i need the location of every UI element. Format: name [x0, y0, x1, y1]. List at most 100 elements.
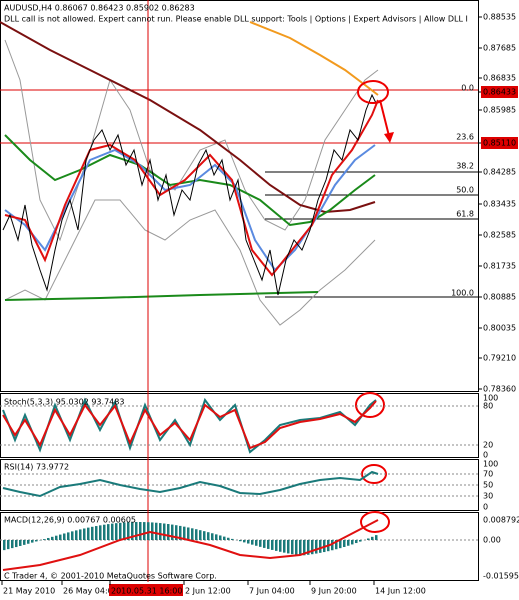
- histogram-bar: [3, 540, 6, 551]
- moving-average: [249, 21, 379, 96]
- histogram-bar: [251, 540, 254, 545]
- histogram-bar: [303, 540, 306, 556]
- moving-average: [0, 21, 376, 214]
- histogram-bar: [151, 522, 154, 540]
- histogram-bar: [55, 535, 58, 540]
- price-label: 0.83435: [483, 200, 516, 209]
- histogram-bar: [59, 534, 62, 540]
- histogram-bar: [143, 522, 146, 540]
- histogram-bar: [255, 540, 258, 546]
- price-label: 0.85110: [483, 139, 516, 148]
- histogram-bar: [195, 529, 198, 540]
- price-label: 0.80885: [483, 293, 516, 302]
- copyright: C Trader 4, © 2001-2010 MetaQuotes Softw…: [4, 572, 217, 581]
- histogram-bar: [287, 540, 290, 554]
- time-label: 9 Jun 20:00: [311, 587, 357, 596]
- histogram-bar: [279, 540, 282, 552]
- stoch-signal: [2, 400, 377, 450]
- main-panel: [0, 0, 479, 392]
- axis-label: 0: [483, 451, 488, 460]
- dll-warning: DLL call is not allowed. Expert cannot r…: [4, 15, 468, 24]
- histogram-bar: [367, 538, 370, 540]
- price-label: 0.85985: [483, 106, 516, 115]
- histogram-bar: [107, 524, 110, 540]
- trend-line: [4, 291, 319, 301]
- histogram-bar: [35, 540, 38, 542]
- price-label: 0.79210: [483, 354, 516, 363]
- histogram-bar: [155, 522, 158, 540]
- histogram-bar: [131, 522, 134, 540]
- price-label: 0.80035: [483, 324, 516, 333]
- histogram-bar: [23, 540, 26, 545]
- axis-label: 0.00: [483, 536, 501, 545]
- histogram-bar: [347, 540, 350, 546]
- fib-label: 100.0: [451, 289, 474, 298]
- histogram-bar: [275, 540, 278, 551]
- histogram-bar: [163, 523, 166, 540]
- histogram-bar: [51, 536, 54, 540]
- histogram-bar: [43, 539, 46, 540]
- histogram-bar: [283, 540, 286, 553]
- axis-label: -0.01595: [483, 572, 519, 581]
- axis-label: 100: [483, 394, 498, 403]
- highlight-circle: [360, 511, 390, 533]
- axis-label: 50: [483, 481, 493, 490]
- price-marker: [481, 137, 518, 149]
- price-label: 0.86835: [483, 74, 516, 83]
- histogram-bar: [135, 522, 138, 540]
- time-label: 2010.05.31 16:00: [111, 587, 182, 596]
- histogram-bar: [167, 524, 170, 540]
- histogram-bar: [67, 532, 70, 540]
- price-label: 0.78360: [483, 385, 516, 394]
- stoch-panel: [0, 393, 479, 458]
- fib-label: 0.0: [461, 84, 474, 93]
- histogram-bar: [99, 525, 102, 540]
- histogram-bar: [295, 540, 298, 555]
- histogram-bar: [307, 540, 310, 555]
- histogram-bar: [7, 540, 10, 550]
- histogram-bar: [239, 540, 242, 542]
- histogram-bar: [311, 540, 314, 555]
- histogram-bar: [187, 527, 190, 540]
- bollinger-upper: [4, 39, 379, 242]
- symbol-info: AUDUSD,H4 0.86067 0.86423 0.85902 0.8628…: [4, 4, 195, 13]
- time-label: 2 Jun 12:00: [185, 587, 231, 596]
- histogram-bar: [11, 540, 14, 549]
- price-label: 0.86433: [483, 88, 516, 97]
- fib-label: 61.8: [456, 210, 474, 219]
- histogram-bar: [271, 540, 274, 550]
- histogram-bar: [183, 526, 186, 540]
- price-marker: [481, 86, 518, 98]
- histogram-bar: [259, 540, 262, 547]
- histogram-bar: [223, 536, 226, 540]
- time-label: 7 Jun 04:00: [249, 587, 295, 596]
- histogram-bar: [191, 528, 194, 540]
- histogram-bar: [375, 535, 378, 540]
- price-series: [2, 93, 377, 296]
- histogram-bar: [119, 522, 122, 540]
- price-label: 0.82585: [483, 231, 516, 240]
- arrow-head: [384, 132, 394, 143]
- histogram-bar: [91, 526, 94, 540]
- histogram-bar: [171, 524, 174, 540]
- histogram-bar: [87, 527, 90, 540]
- histogram-bar: [215, 534, 218, 540]
- histogram-bar: [71, 531, 74, 540]
- histogram-bar: [263, 540, 266, 548]
- rsi-line: [2, 470, 379, 498]
- histogram-bar: [147, 522, 150, 540]
- histogram-bar: [79, 529, 82, 540]
- histogram-bar: [319, 540, 322, 553]
- histogram-bar: [31, 540, 34, 543]
- panel-title: MACD(12,26,9) 0.00767 0.00605: [4, 516, 136, 525]
- fib-label: 23.6: [456, 133, 474, 142]
- axis-label: 0: [483, 503, 488, 512]
- histogram-bar: [299, 540, 302, 556]
- histogram-bar: [291, 540, 294, 555]
- histogram-bar: [351, 540, 354, 545]
- histogram-bar: [359, 540, 362, 542]
- axis-label: 20: [483, 441, 493, 450]
- macd-panel: [0, 512, 479, 581]
- time-label: 14 Jun 12:00: [375, 587, 426, 596]
- histogram-bar: [339, 540, 342, 549]
